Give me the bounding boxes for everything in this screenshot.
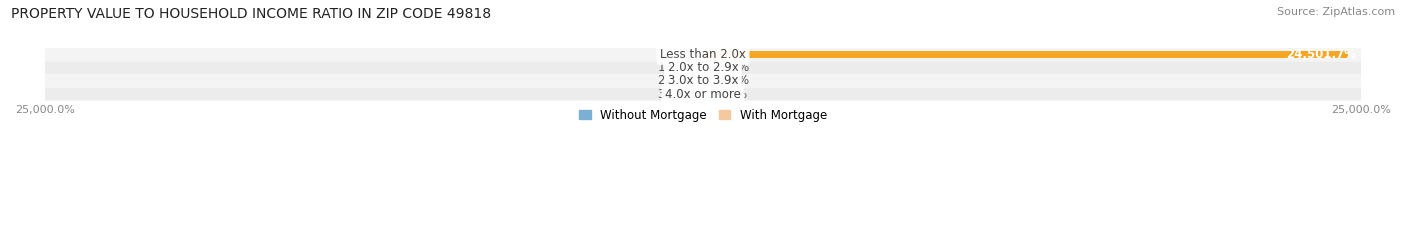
Text: 37.5%: 37.5%: [711, 75, 749, 87]
Text: 31.6%: 31.6%: [711, 61, 749, 74]
Text: 3.0x to 3.9x: 3.0x to 3.9x: [668, 75, 738, 87]
Text: 24,501.7%: 24,501.7%: [1286, 48, 1355, 61]
FancyBboxPatch shape: [42, 87, 1364, 101]
Text: 2.0x to 2.9x: 2.0x to 2.9x: [668, 61, 738, 74]
Text: Source: ZipAtlas.com: Source: ZipAtlas.com: [1277, 7, 1395, 17]
Text: 22.4%: 22.4%: [657, 48, 695, 61]
Text: 10.0%: 10.0%: [711, 88, 748, 100]
FancyBboxPatch shape: [42, 48, 1364, 61]
Legend: Without Mortgage, With Mortgage: Without Mortgage, With Mortgage: [574, 104, 832, 126]
Text: 4.0x or more: 4.0x or more: [665, 88, 741, 100]
FancyBboxPatch shape: [42, 61, 1364, 74]
Bar: [703, 51, 1348, 58]
FancyBboxPatch shape: [42, 74, 1364, 87]
Text: PROPERTY VALUE TO HOUSEHOLD INCOME RATIO IN ZIP CODE 49818: PROPERTY VALUE TO HOUSEHOLD INCOME RATIO…: [11, 7, 491, 21]
Text: Less than 2.0x: Less than 2.0x: [659, 48, 747, 61]
Text: 18.4%: 18.4%: [658, 61, 695, 74]
Text: 22.4%: 22.4%: [657, 75, 695, 87]
Text: 35.8%: 35.8%: [657, 88, 695, 100]
